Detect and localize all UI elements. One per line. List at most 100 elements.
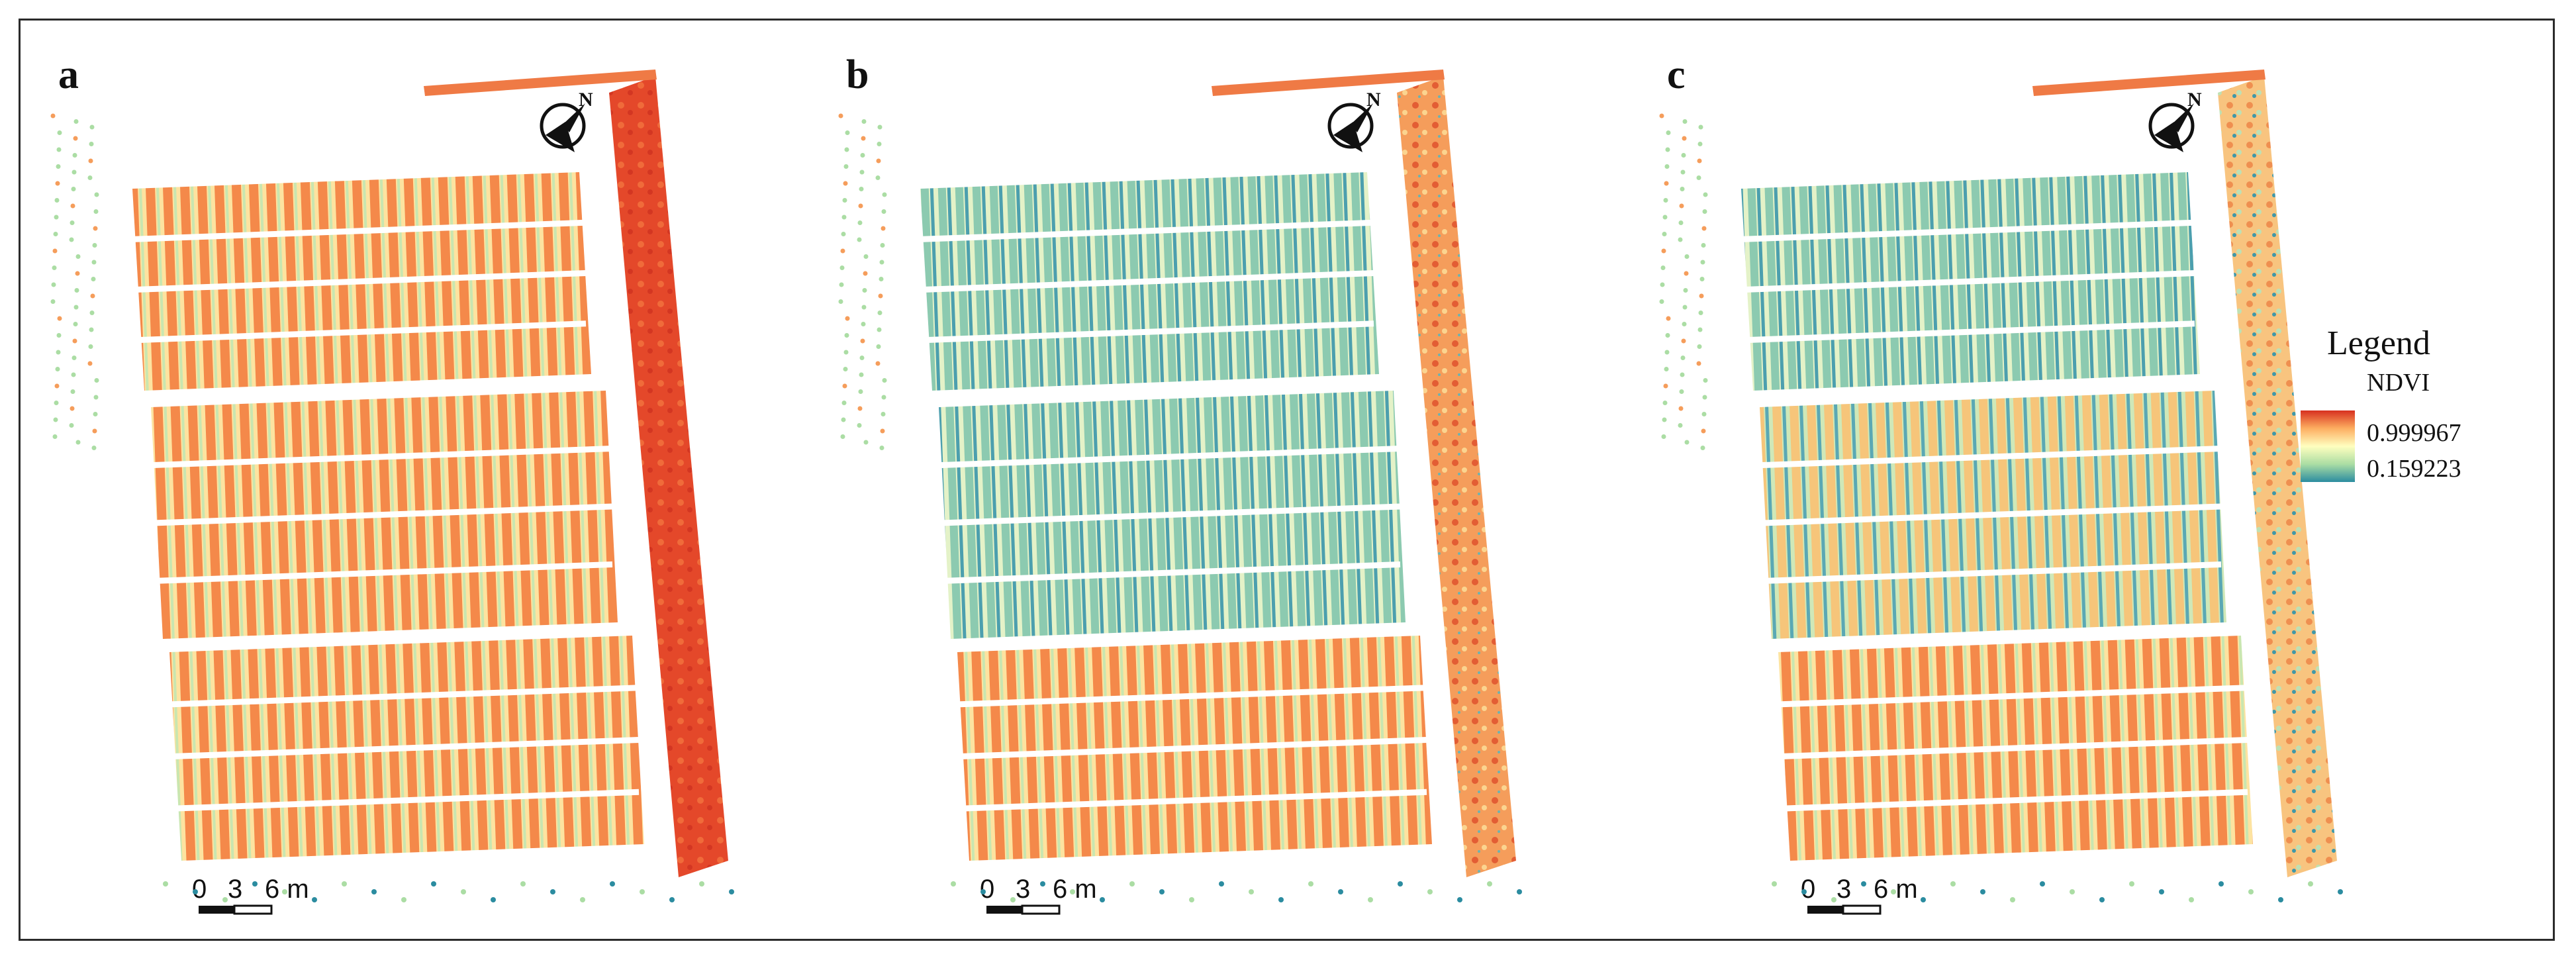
edge-point (282, 889, 287, 894)
row-gap (171, 685, 640, 708)
row-gap (1762, 503, 2222, 526)
edge-point (857, 406, 863, 411)
edge-point (1159, 889, 1165, 894)
edge-point (1698, 124, 1703, 130)
edge-point (859, 372, 864, 377)
edge-point (881, 209, 886, 214)
legend-max-value: 0.999967 (2367, 419, 2461, 447)
edge-point (1891, 889, 1896, 894)
edge-point (879, 446, 884, 450)
edge-point (51, 282, 56, 287)
edge-point (1664, 367, 1669, 371)
edge-point (73, 305, 79, 310)
edge-point (74, 288, 79, 293)
edge-point (2129, 881, 2134, 887)
edge-point (70, 220, 75, 225)
scale-tick-label: 3 (1016, 875, 1030, 904)
edge-point (1921, 897, 1926, 902)
edge-point (1660, 265, 1666, 270)
edge-point (1010, 897, 1016, 902)
edge-point (52, 265, 57, 270)
edge-point (1682, 136, 1687, 141)
edge-point (875, 175, 881, 180)
edge-point (1664, 181, 1669, 186)
edge-point (91, 446, 97, 450)
edge-point (1700, 446, 1705, 450)
edge-point (1661, 434, 1666, 439)
edge-point (845, 316, 850, 321)
edge-point (89, 124, 95, 130)
edge-point (876, 344, 881, 349)
edge-point (863, 440, 869, 445)
edge-point (857, 220, 863, 225)
top-strip (1212, 70, 1445, 96)
row-gap (134, 219, 587, 242)
edge-point (1702, 209, 1707, 214)
north-arrow-icon: N (2148, 89, 2202, 152)
edge-point (401, 897, 406, 902)
scale-tick-label: 3 (1837, 875, 1851, 904)
svg-text:N: N (2187, 89, 2202, 111)
edge-point (54, 383, 60, 389)
edge-point (88, 158, 93, 164)
edge-point (550, 889, 555, 894)
edge-point (1040, 881, 1045, 887)
edge-point (1278, 897, 1284, 902)
edge-point (1662, 401, 1668, 405)
edge-point (882, 378, 887, 383)
edge-point (860, 338, 865, 344)
edge-point (877, 311, 883, 315)
edge-point (72, 169, 77, 175)
edge-point (841, 417, 846, 422)
edge-point (71, 372, 76, 377)
map-panel-c: c N 0 3 6 m (1659, 52, 2343, 915)
edge-point (2338, 889, 2343, 894)
edge-point (69, 237, 74, 242)
edge-point (841, 232, 846, 236)
edge-point (1696, 175, 1701, 180)
edge-point (70, 406, 75, 411)
edge-point (877, 142, 882, 146)
row-gap (134, 270, 587, 293)
north-arrow-icon: N (540, 89, 593, 152)
edge-point (729, 889, 734, 894)
svg-text:N: N (579, 89, 593, 111)
edge-point (50, 299, 56, 304)
edge-point (53, 232, 58, 236)
edge-point (56, 350, 61, 355)
row-gap (1743, 270, 2195, 293)
edge-point (2308, 881, 2313, 887)
edge-point (877, 327, 882, 332)
edge-point (863, 254, 869, 259)
edge-point (875, 361, 881, 366)
edge-point (2010, 897, 2015, 902)
edge-point (2248, 889, 2254, 894)
north-arrow-icon: N (1327, 89, 1381, 152)
edge-point (2159, 889, 2164, 894)
edge-point (842, 383, 847, 389)
edge-point (93, 226, 98, 231)
edge-point (842, 198, 847, 203)
edge-point (1684, 271, 1689, 276)
edge-point (1697, 327, 1703, 332)
edge-point (580, 897, 585, 902)
edge-point (72, 338, 77, 344)
edge-point (881, 412, 886, 416)
edge-point (879, 277, 884, 281)
edge-point (1308, 881, 1313, 887)
edge-point (92, 243, 97, 248)
edge-point (1772, 881, 1777, 887)
top-strip (424, 70, 657, 96)
edge-point (1680, 169, 1686, 175)
edge-point (1701, 226, 1707, 231)
row-gap (922, 219, 1374, 242)
edge-point (312, 897, 317, 902)
edge-point (863, 271, 868, 276)
row-gap (959, 685, 1427, 708)
edge-point (1398, 881, 1403, 887)
edge-point (1189, 897, 1194, 902)
edge-point (1665, 147, 1670, 152)
edge-point (1663, 383, 1668, 389)
